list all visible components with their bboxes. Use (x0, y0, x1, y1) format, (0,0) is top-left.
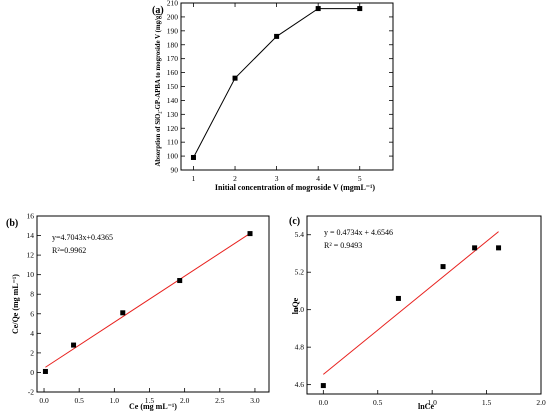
fit-line (45, 232, 251, 368)
y-tick-label: 8 (30, 290, 34, 299)
data-point (71, 342, 77, 348)
y-tick-label: 5.2 (295, 268, 305, 277)
chart-panel-b: (b) 0.0 0.5 1.0 1.5 2.0 2.5 3.0 -2 0 2 4 6 8 10 12 14 16 C… (6, 212, 270, 411)
x-tick-label: 1 (192, 174, 196, 183)
chart-panel-c: (c) 0.0 0.5 1.0 1.5 2.0 4.6 4.8 5.0 5.2 5.4 lnCe lnQ… (289, 215, 546, 411)
y-tick-label: 130 (167, 110, 179, 119)
y-axis-label: lnQe (291, 297, 300, 314)
data-point (42, 368, 48, 374)
y-tick-label: 110 (167, 138, 178, 147)
plot-frame (36, 215, 270, 393)
y-tick-label: 4.6 (295, 380, 305, 389)
y-tick-label: -2 (28, 388, 34, 397)
y-tick-label: 170 (167, 54, 179, 63)
data-point (177, 278, 183, 284)
y-tick-label: 5.4 (295, 230, 305, 239)
series-line (193, 8, 360, 158)
y-tick-label: 4 (30, 329, 34, 338)
data-point (274, 33, 280, 39)
x-axis-label: Ce (mg mL⁻¹) (129, 402, 177, 411)
x-tick-label: 2 (233, 174, 237, 183)
x-axis-label: Initial concentration of mogroside V (mg… (215, 183, 376, 192)
y-tick-label: 14 (27, 231, 35, 240)
x-tick-label: 1.5 (482, 398, 492, 407)
y-tick-label: 150 (167, 82, 179, 91)
data-point (472, 245, 478, 251)
x-tick-label: 0.0 (319, 398, 329, 407)
data-point (190, 154, 196, 160)
y-tick-label: 10 (27, 270, 35, 279)
x-tick-label: 3 (275, 174, 279, 183)
fit-line (323, 231, 499, 375)
y-tick-label: 200 (167, 12, 179, 21)
panel-label: (c) (289, 216, 300, 227)
fit-annotation: y = 0.4734x + 4.6546 (324, 228, 393, 237)
data-point (315, 6, 321, 12)
x-tick-label: 0.0 (39, 396, 49, 405)
y-tick-label: 90 (171, 166, 179, 175)
y-tick-label: 0 (30, 368, 34, 377)
plot-frame (180, 2, 394, 171)
data-point (440, 264, 446, 270)
y-tick-label: 4.8 (295, 343, 305, 352)
fit-annotation: y=4.7043x+0.4365 (52, 233, 113, 242)
x-tick-label: 2.0 (536, 398, 546, 407)
panel-label: (a) (152, 5, 164, 16)
y-tick-label: 100 (167, 152, 179, 161)
plot-frame (306, 215, 542, 395)
fit-annotation: R² = 0.9493 (324, 241, 362, 250)
y-tick-label: 190 (167, 26, 179, 35)
chart-panel-a: (a) 1 2 3 4 5 90 100 110 120 130 140 150 160 170 180 190… (152, 0, 394, 192)
data-point (320, 383, 326, 389)
y-tick-label: 2 (30, 348, 34, 357)
y-tick-label: 6 (30, 309, 34, 318)
y-tick-label: 12 (27, 251, 35, 260)
data-point (232, 75, 238, 81)
x-tick-label: 0.5 (373, 398, 383, 407)
x-tick-label: 1.0 (110, 396, 120, 405)
x-tick-label: 0.5 (74, 396, 84, 405)
y-tick-label: 5.0 (295, 305, 305, 314)
y-tick-label: 180 (167, 40, 179, 49)
y-tick-label: 160 (167, 68, 179, 77)
y-tick-label: 120 (167, 124, 179, 133)
data-point (247, 231, 253, 237)
x-tick-label: 2.0 (180, 396, 190, 405)
x-tick-label: 5 (358, 174, 362, 183)
y-axis-label: Absorption of SiO₂-GP-APBA to mogroside … (155, 13, 162, 166)
data-point (496, 245, 502, 251)
fit-annotation: R²=0.9962 (52, 246, 86, 255)
y-tick-label: 16 (27, 212, 35, 221)
y-tick-label: 210 (167, 0, 179, 8)
data-point (357, 6, 363, 12)
x-tick-label: 4 (316, 174, 320, 183)
y-tick-label: 140 (167, 96, 179, 105)
y-axis-label: Ce/Qe (mg mL⁻¹) (11, 274, 20, 334)
x-axis-label: lnCe (418, 402, 434, 411)
x-tick-label: 2.5 (215, 396, 225, 405)
data-point (120, 310, 126, 316)
panel-label: (b) (6, 218, 18, 229)
x-tick-label: 1.5 (145, 396, 155, 405)
data-point (395, 295, 401, 301)
x-tick-label: 3.0 (250, 396, 260, 405)
x-tick-label: 1.0 (427, 398, 437, 407)
